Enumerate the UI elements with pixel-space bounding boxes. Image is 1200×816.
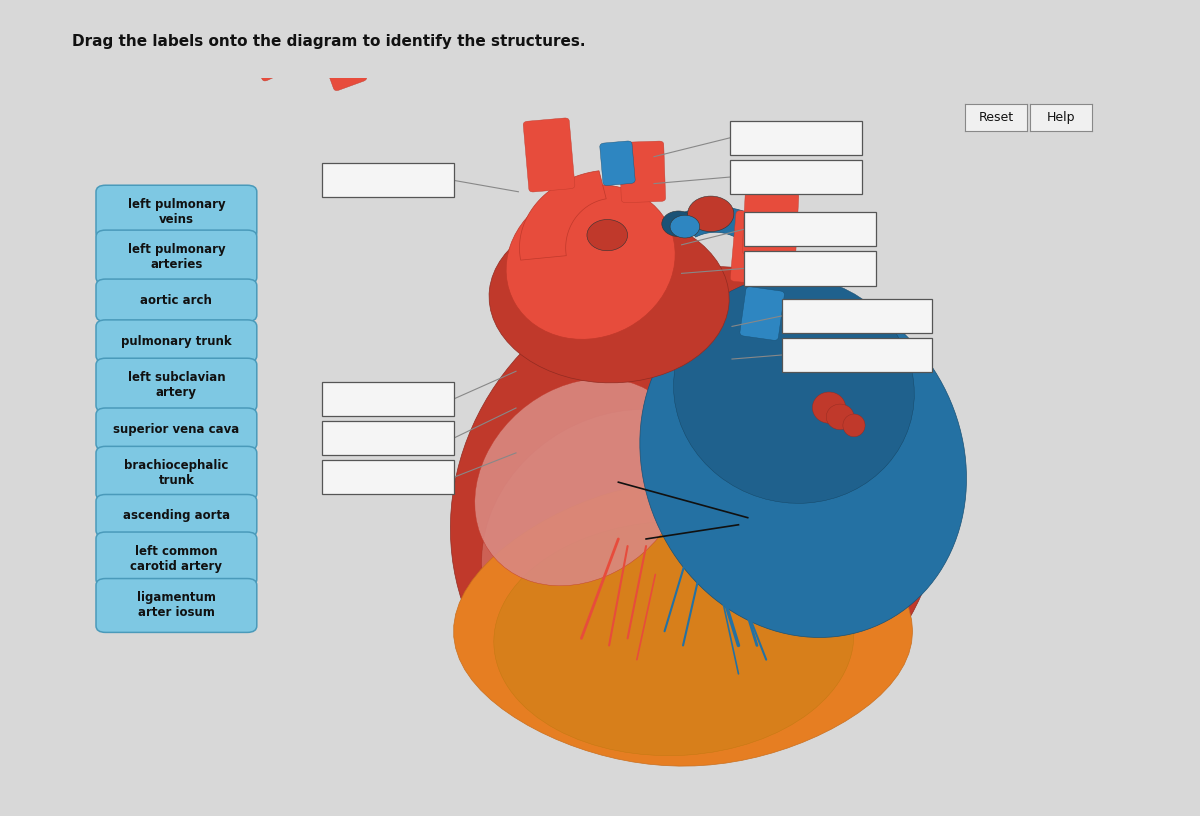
Point	[703, 520, 718, 530]
Text: aortic arch: aortic arch	[140, 294, 212, 307]
FancyBboxPatch shape	[619, 141, 666, 202]
Point	[602, 641, 617, 650]
Text: left common
carotid artery: left common carotid artery	[131, 545, 222, 573]
Ellipse shape	[494, 521, 853, 756]
Line: 2 pts: 2 pts	[581, 539, 618, 638]
Ellipse shape	[475, 379, 688, 586]
Line: 2 pts: 2 pts	[683, 525, 710, 645]
Text: ligamentum
arter iosum: ligamentum arter iosum	[137, 592, 216, 619]
Point	[685, 534, 700, 543]
Point	[731, 641, 745, 650]
Ellipse shape	[450, 267, 943, 755]
Ellipse shape	[673, 277, 914, 503]
Point	[722, 520, 737, 530]
Ellipse shape	[490, 212, 730, 383]
Ellipse shape	[812, 392, 846, 424]
FancyBboxPatch shape	[600, 141, 635, 185]
Line: 2 pts: 2 pts	[610, 546, 628, 645]
Line: 2 pts: 2 pts	[618, 482, 748, 517]
Point	[611, 477, 625, 487]
Line: 2 pts: 2 pts	[665, 539, 692, 632]
Line: 2 pts: 2 pts	[730, 525, 770, 617]
Text: Drag the labels onto the diagram to identify the structures.: Drag the labels onto the diagram to iden…	[72, 34, 586, 49]
Point	[731, 669, 745, 679]
FancyBboxPatch shape	[731, 211, 796, 286]
FancyBboxPatch shape	[320, 38, 367, 91]
Point	[620, 633, 635, 643]
Point	[713, 520, 727, 530]
FancyBboxPatch shape	[523, 118, 575, 192]
Polygon shape	[454, 482, 912, 766]
Point	[620, 541, 635, 551]
Circle shape	[587, 220, 628, 251]
Line: 2 pts: 2 pts	[702, 525, 738, 645]
Point	[750, 641, 764, 650]
Text: left pulmonary
veins: left pulmonary veins	[127, 198, 226, 226]
Point	[574, 633, 588, 643]
FancyBboxPatch shape	[246, 31, 292, 81]
Point	[630, 654, 644, 664]
Point	[763, 612, 778, 622]
Point	[731, 520, 745, 530]
Circle shape	[688, 196, 734, 232]
FancyBboxPatch shape	[743, 190, 799, 256]
Point	[713, 583, 727, 593]
Point	[638, 541, 653, 551]
Polygon shape	[679, 206, 792, 263]
Point	[611, 534, 625, 543]
Line: 2 pts: 2 pts	[720, 525, 757, 645]
Ellipse shape	[640, 284, 966, 637]
Text: ascending aorta: ascending aorta	[122, 509, 230, 522]
Line: 2 pts: 2 pts	[646, 525, 738, 539]
Ellipse shape	[827, 404, 854, 430]
Point	[676, 641, 690, 650]
Text: Reset: Reset	[978, 111, 1014, 124]
FancyBboxPatch shape	[740, 286, 785, 340]
Point	[648, 570, 662, 579]
Text: Help: Help	[1046, 111, 1075, 124]
Point	[695, 520, 709, 530]
Line: 2 pts: 2 pts	[738, 588, 767, 659]
Circle shape	[661, 211, 695, 237]
Text: left pulmonary
arteries: left pulmonary arteries	[127, 243, 226, 271]
Line: 2 pts: 2 pts	[637, 574, 655, 659]
Point	[740, 512, 755, 522]
Text: superior vena cava: superior vena cava	[113, 423, 240, 436]
Text: brachiocephalic
trunk: brachiocephalic trunk	[125, 459, 228, 487]
Line: 2 pts: 2 pts	[720, 588, 738, 674]
Line: 2 pts: 2 pts	[628, 546, 646, 638]
Ellipse shape	[506, 185, 676, 339]
Point	[731, 583, 745, 593]
Text: pulmonary trunk: pulmonary trunk	[121, 335, 232, 348]
Point	[658, 627, 672, 636]
Text: left subclavian
artery: left subclavian artery	[127, 371, 226, 399]
Point	[638, 534, 653, 543]
Polygon shape	[520, 171, 606, 260]
Ellipse shape	[842, 414, 865, 437]
Ellipse shape	[481, 410, 774, 683]
Circle shape	[670, 215, 700, 238]
Point	[760, 654, 774, 664]
